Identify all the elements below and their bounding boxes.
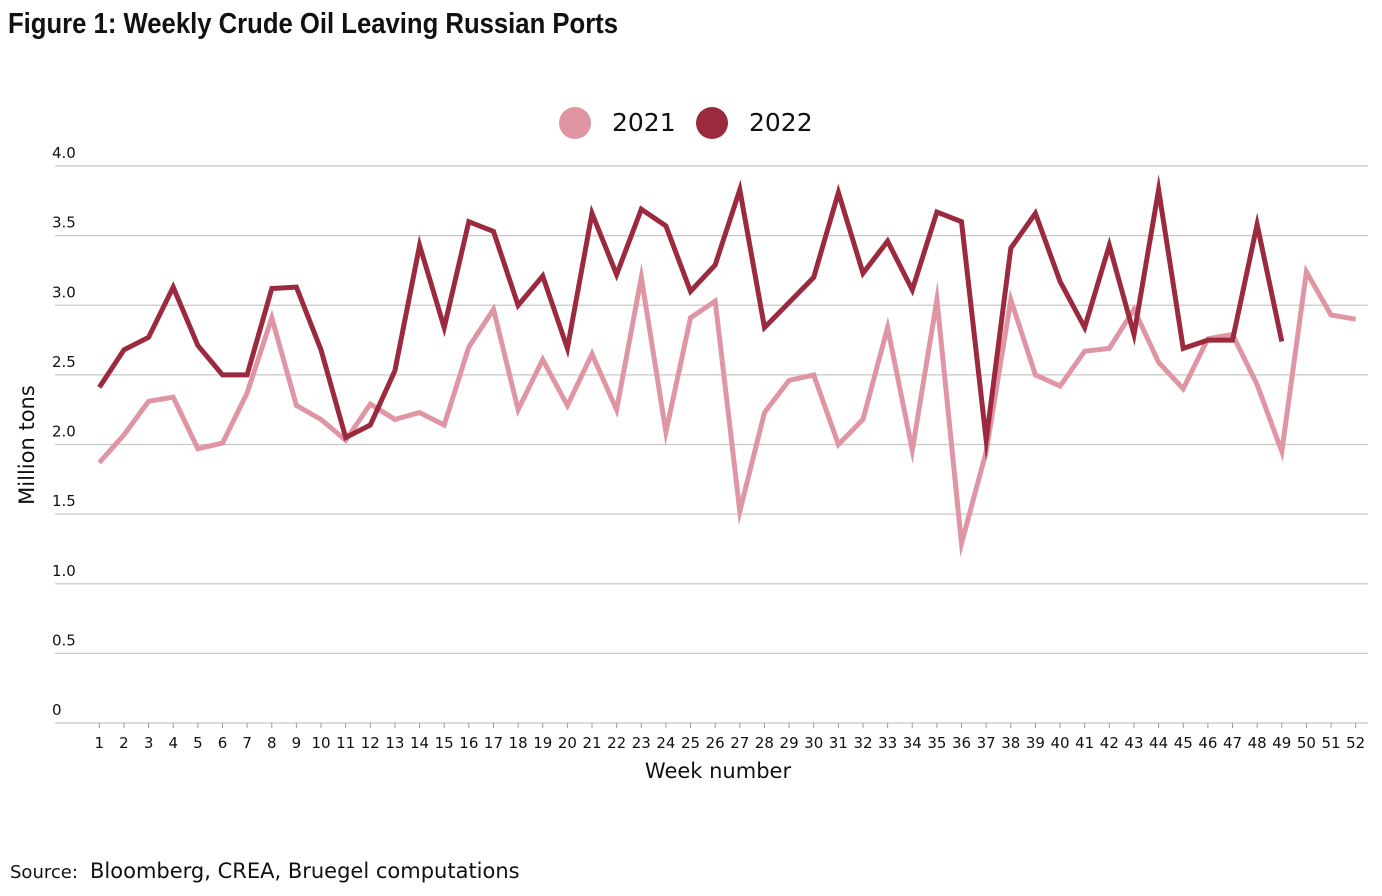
x-tick-label: 41 (1075, 734, 1094, 752)
x-tick-label: 11 (336, 734, 355, 752)
source-label: Source: (10, 862, 78, 883)
x-tick-label: 43 (1124, 734, 1143, 752)
x-tick-label: 27 (730, 734, 749, 752)
x-tick-label: 17 (484, 734, 503, 752)
x-tick-label: 22 (607, 734, 626, 752)
x-tick-label: 5 (193, 734, 203, 752)
series-line (97, 174, 1285, 462)
x-axis-label: Week number (645, 759, 792, 783)
x-tick-label: 42 (1100, 734, 1119, 752)
x-tick-label: 15 (435, 734, 454, 752)
y-tick-label: 2.0 (52, 423, 76, 441)
legend-label: 2022 (749, 108, 813, 137)
source: Bloomberg, CREA, Bruegel computations (90, 859, 520, 883)
x-tick-label: 6 (218, 734, 228, 752)
x-tick-label: 28 (755, 734, 774, 752)
x-tick-label: 34 (903, 734, 922, 752)
series-line (97, 262, 1357, 558)
x-tick-label: 8 (267, 734, 277, 752)
x-tick-label: 47 (1223, 734, 1242, 752)
legend-label: 2021 (612, 108, 676, 137)
x-tick-label: 48 (1248, 734, 1267, 752)
y-tick-label: 1.0 (52, 562, 76, 580)
x-tick-label: 2 (119, 734, 129, 752)
x-tick-label: 12 (361, 734, 380, 752)
x-tick-label: 46 (1198, 734, 1217, 752)
y-tick-label: 1.5 (52, 492, 76, 510)
legend-swatch (696, 107, 728, 139)
x-tick-label: 24 (656, 734, 675, 752)
y-tick-label: 3.0 (52, 283, 76, 301)
x-tick-label: 37 (977, 734, 996, 752)
x-tick-label: 14 (410, 734, 429, 752)
x-tick-label: 45 (1174, 734, 1193, 752)
x-tick-label: 40 (1051, 734, 1070, 752)
x-tick-label: 38 (1001, 734, 1020, 752)
y-tick-label: 4.0 (52, 144, 76, 162)
x-tick-label: 13 (385, 734, 404, 752)
chart-title: Figure 1: Weekly Crude Oil Leaving Russi… (8, 8, 618, 40)
x-tick-label: 9 (292, 734, 302, 752)
x-tick-label: 36 (952, 734, 971, 752)
x-tick-label: 51 (1322, 734, 1341, 752)
x-tick-label: 29 (780, 734, 799, 752)
x-tick-label: 33 (878, 734, 897, 752)
y-tick-label: 0 (52, 701, 62, 719)
x-tick-label: 4 (168, 734, 178, 752)
x-tick-label: 31 (829, 734, 848, 752)
x-tick-label: 49 (1272, 734, 1291, 752)
x-tick-label: 18 (509, 734, 528, 752)
x-tick-label: 3 (144, 734, 154, 752)
y-tick-label: 2.5 (52, 353, 76, 371)
y-tick-label: 0.5 (52, 631, 76, 649)
x-tick-label: 7 (242, 734, 252, 752)
x-tick-label: 21 (582, 734, 601, 752)
x-tick-label: 30 (804, 734, 823, 752)
y-tick-label: 3.5 (52, 214, 76, 232)
x-tick-label: 23 (632, 734, 651, 752)
x-tick-label: 25 (681, 734, 700, 752)
x-tick-label: 20 (558, 734, 577, 752)
x-tick-label: 32 (853, 734, 872, 752)
x-tick-label: 50 (1297, 734, 1316, 752)
x-tick-label: 35 (927, 734, 946, 752)
x-tick-label: 19 (533, 734, 552, 752)
x-tick-label: 10 (311, 734, 330, 752)
x-tick-label: 26 (706, 734, 725, 752)
x-tick-label: 39 (1026, 734, 1045, 752)
y-axis-label: Million tons (15, 385, 39, 505)
x-tick-label: 1 (95, 734, 105, 752)
x-tick-label: 16 (459, 734, 478, 752)
legend-swatch (559, 107, 591, 139)
x-tick-label: 44 (1149, 734, 1168, 752)
x-tick-label: 52 (1346, 734, 1365, 752)
